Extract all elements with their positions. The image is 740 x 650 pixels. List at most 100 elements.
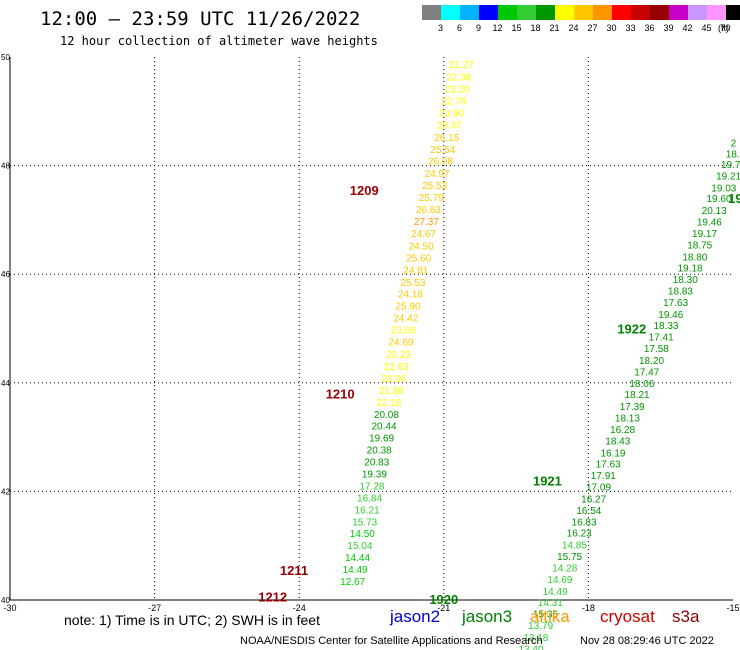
- legend-label: 6: [456, 23, 462, 33]
- data-label: 17.63: [596, 460, 621, 471]
- data-label: 24.97: [425, 169, 450, 180]
- track-label: 1209: [350, 183, 379, 198]
- legend-swatch: [555, 5, 574, 20]
- data-label: 18.75: [687, 240, 712, 251]
- data-label: 14.31: [538, 598, 563, 609]
- data-label: 25.60: [406, 253, 431, 264]
- data-label: 16.83: [572, 517, 597, 528]
- satellite-name: s3a: [672, 607, 700, 626]
- legend-swatch: [536, 5, 555, 20]
- data-label: 19.46: [658, 310, 683, 321]
- legend-swatch: [422, 5, 441, 20]
- data-label: 17.58: [644, 344, 669, 355]
- legend-label: 21: [549, 23, 560, 33]
- legend-swatch: [631, 5, 650, 20]
- data-label: 21.88: [379, 386, 404, 397]
- chart-title: 12:00 – 23:59 UTC 11/26/2022: [40, 8, 361, 30]
- data-label: 24.67: [411, 229, 436, 240]
- data-label: 18.20: [639, 356, 664, 367]
- data-label: 20.38: [367, 446, 392, 457]
- data-label: 17.41: [649, 333, 674, 344]
- data-label: 25.54: [430, 145, 455, 156]
- data-label: 13.40: [519, 644, 544, 650]
- data-label: 14.44: [345, 553, 370, 564]
- data-label: 20.08: [374, 410, 399, 421]
- data-label: 15.04: [347, 541, 372, 552]
- data-label: 19.03: [711, 183, 736, 194]
- data-label: 20.13: [702, 206, 727, 217]
- x-tick-label: -21: [437, 603, 450, 613]
- data-label: 24.42: [393, 314, 418, 325]
- data-label: 25.53: [422, 181, 447, 192]
- legend-label: 18: [530, 23, 541, 33]
- legend-swatch: [498, 5, 517, 20]
- data-label: 23.23: [386, 350, 411, 361]
- x-tick-label: -24: [293, 603, 306, 613]
- legend-label: 27: [587, 23, 598, 33]
- legend-label: 39: [663, 23, 674, 33]
- data-label: 18.80: [682, 252, 707, 263]
- track-label: 1920: [429, 592, 458, 607]
- data-label: 22.18: [376, 398, 401, 409]
- data-label: 25.53: [400, 278, 425, 289]
- data-label: 23.20: [445, 84, 470, 95]
- track-label: 1210: [326, 387, 355, 402]
- data-label: 14.50: [350, 529, 375, 540]
- data-label: 18.83: [668, 286, 693, 297]
- legend-swatch: [612, 5, 631, 20]
- x-tick-label: -18: [582, 603, 595, 613]
- satellite-name: cryosat: [600, 607, 655, 626]
- data-label: 22.63: [384, 362, 409, 373]
- data-label: 22.38: [446, 73, 471, 84]
- timestamp-text: Nov 28 08:29:46 UTC 2022: [580, 635, 714, 647]
- satellite-name: jason2: [390, 607, 441, 626]
- data-label: 22.78: [441, 96, 466, 107]
- data-label: 20.83: [364, 458, 389, 469]
- y-tick-label: 50: [1, 53, 10, 62]
- track-label: 19: [728, 191, 740, 206]
- data-label: 21.27: [449, 60, 474, 71]
- data-label: 18.06: [629, 379, 654, 390]
- data-label: 17.91: [591, 471, 616, 482]
- data-label: 16.19: [600, 448, 625, 459]
- legend-swatch: [460, 5, 479, 20]
- data-label: 14.49: [543, 587, 568, 598]
- data-label: 16.84: [357, 493, 382, 504]
- legend-swatch: [593, 5, 612, 20]
- data-label: 24.81: [403, 265, 428, 276]
- legend-swatch: [574, 5, 593, 20]
- data-label: 18.13: [615, 414, 640, 425]
- y-tick-label: 44: [1, 379, 10, 388]
- data-label: 19.39: [362, 469, 387, 480]
- data-label: 13.18: [523, 633, 548, 644]
- data-label: 16.21: [355, 505, 380, 516]
- legend-label: 3: [437, 23, 443, 33]
- data-label: 23.47: [437, 120, 462, 131]
- legend-label: 70: [720, 23, 731, 33]
- data-label: 17.09: [586, 483, 611, 494]
- data-label: 15.75: [557, 552, 582, 563]
- data-label: 23.06: [381, 374, 406, 385]
- credit-text: NOAA/NESDIS Center for Satellite Applica…: [240, 635, 543, 647]
- data-label: 12.67: [340, 577, 365, 588]
- data-label: 19.17: [692, 229, 717, 240]
- data-label: 17.28: [359, 481, 384, 492]
- data-label: 24.50: [409, 241, 434, 252]
- data-label: 16.27: [581, 494, 606, 505]
- data-label: 15.73: [352, 517, 377, 528]
- legend-label: 9: [475, 23, 481, 33]
- data-label: 16.54: [576, 506, 601, 517]
- footer-note: note: 1) Time is in UTC; 2) SWH is in fe…: [64, 612, 320, 628]
- data-label: 19.69: [369, 434, 394, 445]
- legend-swatch: [669, 5, 688, 20]
- x-tick-label: -15: [726, 603, 739, 613]
- data-label: 19.18: [678, 264, 703, 275]
- data-label: 18.43: [605, 436, 630, 447]
- data-label: 24.69: [388, 338, 413, 349]
- y-tick-label: 46: [1, 270, 10, 279]
- satellite-name: altika: [530, 607, 570, 626]
- data-label: 2: [731, 138, 737, 149]
- legend-label: 36: [644, 23, 655, 33]
- track-label: 1211: [280, 563, 308, 578]
